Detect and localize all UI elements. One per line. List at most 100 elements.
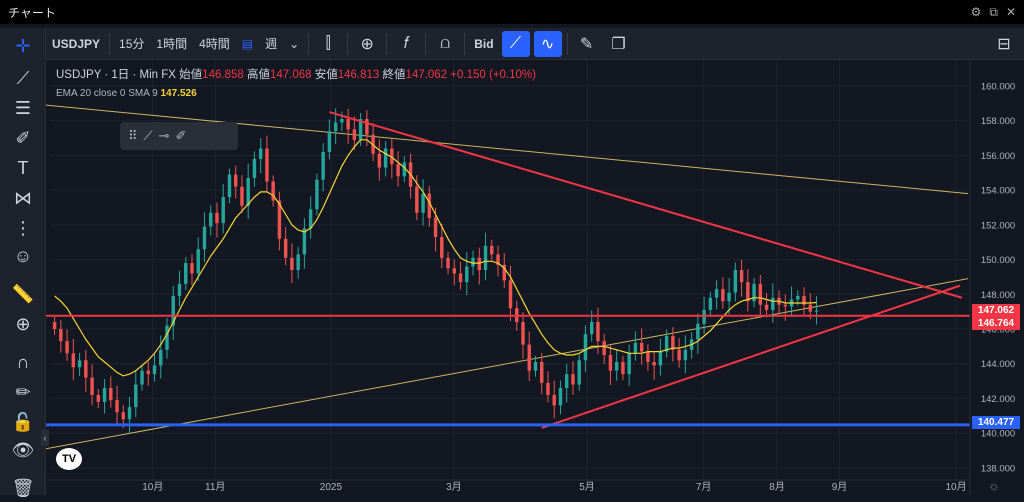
x-tick-label: 5月 bbox=[579, 481, 595, 493]
x-tick-label: 11月 bbox=[205, 481, 225, 493]
candle-body bbox=[383, 148, 388, 168]
candle-body bbox=[177, 283, 182, 297]
tv-logo: TV bbox=[56, 448, 82, 470]
candle-body bbox=[564, 374, 569, 389]
candle-body bbox=[508, 280, 513, 309]
templates-icon[interactable]: ⩍ bbox=[439, 34, 451, 52]
candle-body bbox=[102, 388, 107, 402]
candle-body bbox=[390, 148, 394, 165]
interval-week[interactable]: 週 bbox=[265, 37, 278, 51]
trend-line-icon[interactable]: ⟋ bbox=[501, 30, 530, 57]
candle-body bbox=[433, 217, 438, 238]
magnet-icon[interactable]: ∩ bbox=[16, 351, 30, 372]
pulse-icon[interactable]: ∿ bbox=[533, 30, 562, 57]
pen-tool-icon[interactable]: ✐ bbox=[15, 127, 31, 148]
ruler-icon[interactable]: 📏 bbox=[11, 283, 35, 304]
bid-toggle[interactable]: Bid bbox=[474, 36, 494, 51]
candle-body bbox=[315, 179, 319, 210]
candle-body bbox=[302, 228, 307, 255]
candle-body bbox=[233, 174, 238, 187]
x-tick-label: 10月 bbox=[142, 481, 163, 493]
interval-15m[interactable]: 15分 bbox=[119, 37, 145, 51]
x-tick-label: 7月 bbox=[696, 481, 712, 493]
candle-body bbox=[521, 322, 525, 345]
candle-body bbox=[589, 322, 594, 335]
add-compare-icon[interactable]: ⊕ bbox=[360, 35, 374, 53]
collapse-toolbar-icon[interactable]: ‹ bbox=[41, 430, 49, 446]
candle-body bbox=[215, 212, 219, 224]
candle-body bbox=[727, 292, 731, 302]
candle-body bbox=[527, 344, 531, 371]
candle-body bbox=[52, 322, 57, 330]
trendline-tool-icon[interactable]: ⟋ bbox=[16, 67, 30, 88]
candle-body bbox=[59, 329, 63, 342]
settings-icon[interactable]: ⚙ bbox=[970, 4, 982, 19]
windows-icon[interactable]: ❐ bbox=[611, 35, 626, 53]
divider bbox=[308, 32, 310, 55]
candle-body bbox=[465, 266, 469, 283]
pattern-tool-icon[interactable]: ⋈ bbox=[14, 187, 32, 208]
left-toolbar: ✛ ⟋ ☰ ✐ T ⋈ ⋮ ☺ 📏 ⊕ ∩ ✏ 🔓 👁 🗑 bbox=[0, 28, 46, 498]
interval-1h[interactable]: 1時間 bbox=[156, 37, 188, 51]
brush-tool-icon[interactable]: ✐ bbox=[175, 128, 187, 143]
symbol-selector[interactable]: USDJPY bbox=[52, 36, 101, 51]
candle-body bbox=[483, 245, 488, 270]
candle-style-icon[interactable]: ⫿ bbox=[325, 34, 331, 52]
candle-body bbox=[639, 342, 644, 352]
candle-body bbox=[583, 334, 588, 361]
interval-4h[interactable]: 4時間 bbox=[199, 37, 230, 51]
y-tick-label: 156.000 bbox=[981, 151, 1015, 162]
y-tick-label: 140.000 bbox=[981, 429, 1015, 440]
horizontal-lines-icon[interactable]: ☰ bbox=[14, 97, 32, 118]
candle-body bbox=[165, 325, 169, 350]
indicators-icon[interactable]: 𝑓 bbox=[403, 34, 409, 52]
candle-body bbox=[271, 181, 275, 201]
candle-body bbox=[258, 148, 263, 159]
top-toolbar: USDJPY 15分 1時間 4時間 ▤ 週 ⌄ ⫿ ⊕ 𝑓 ⩍ Bid ⟋ ∿… bbox=[46, 28, 1024, 60]
pencil-lock-icon[interactable]: ✏ bbox=[15, 381, 31, 402]
y-tick-label: 144.000 bbox=[981, 359, 1015, 370]
divider bbox=[464, 32, 466, 55]
low-value: 146.813 bbox=[337, 69, 380, 81]
layout-icon[interactable]: ⊟ bbox=[997, 35, 1011, 53]
emoji-icon[interactable]: ☺ bbox=[13, 245, 33, 266]
text-tool-icon[interactable]: T bbox=[17, 157, 29, 178]
zoom-in-icon[interactable]: ⊕ bbox=[15, 313, 31, 334]
line-tool-icon[interactable]: ⟋ bbox=[143, 128, 153, 143]
candle-body bbox=[159, 349, 163, 366]
crosshair-icon[interactable]: ✛ bbox=[15, 35, 31, 56]
candle-body bbox=[658, 351, 663, 366]
candle-body bbox=[471, 257, 475, 267]
candle-body bbox=[571, 374, 575, 385]
eye-icon[interactable]: 👁 bbox=[11, 439, 35, 460]
trash-icon[interactable]: 🗑 bbox=[11, 477, 35, 498]
close-icon[interactable]: ✕ bbox=[1005, 4, 1016, 19]
high-value: 147.068 bbox=[269, 69, 312, 81]
candle-body bbox=[702, 309, 706, 324]
forecast-tool-icon[interactable]: ⋮ bbox=[14, 217, 32, 238]
divider bbox=[386, 32, 388, 55]
ray-tool-icon[interactable]: ⊸ bbox=[158, 128, 170, 143]
candle-body bbox=[477, 257, 481, 270]
chevron-down-icon[interactable]: ⌄ bbox=[289, 36, 300, 51]
drag-handle-icon[interactable]: ⠿ bbox=[128, 128, 138, 143]
ema-legend: EMA 20 close 0 SMA 9 147.526 bbox=[56, 88, 197, 99]
candle-body bbox=[121, 412, 126, 420]
candle-body bbox=[452, 268, 457, 274]
y-tick-label: 160.000 bbox=[981, 82, 1015, 93]
candle-body bbox=[377, 153, 382, 168]
lock-icon[interactable]: 🔓 bbox=[11, 411, 35, 432]
price-chart[interactable]: 138.000 140.000 142.000 144.000 146.000 148.0… bbox=[46, 60, 1024, 495]
settings-gear-icon[interactable]: ☼ bbox=[988, 478, 1000, 493]
popout-icon[interactable]: ⧉ bbox=[989, 4, 998, 19]
candle-body bbox=[290, 257, 294, 270]
candle-body bbox=[677, 349, 681, 361]
candle-body bbox=[321, 151, 325, 180]
calendar-icon[interactable]: ▤ bbox=[241, 36, 254, 51]
brush-icon[interactable]: ✎ bbox=[579, 35, 594, 53]
candle-body bbox=[308, 209, 313, 229]
candle-body bbox=[296, 254, 300, 270]
y-tick-label: 142.000 bbox=[981, 394, 1015, 405]
candle-body bbox=[358, 119, 363, 140]
candle-body bbox=[696, 323, 700, 340]
